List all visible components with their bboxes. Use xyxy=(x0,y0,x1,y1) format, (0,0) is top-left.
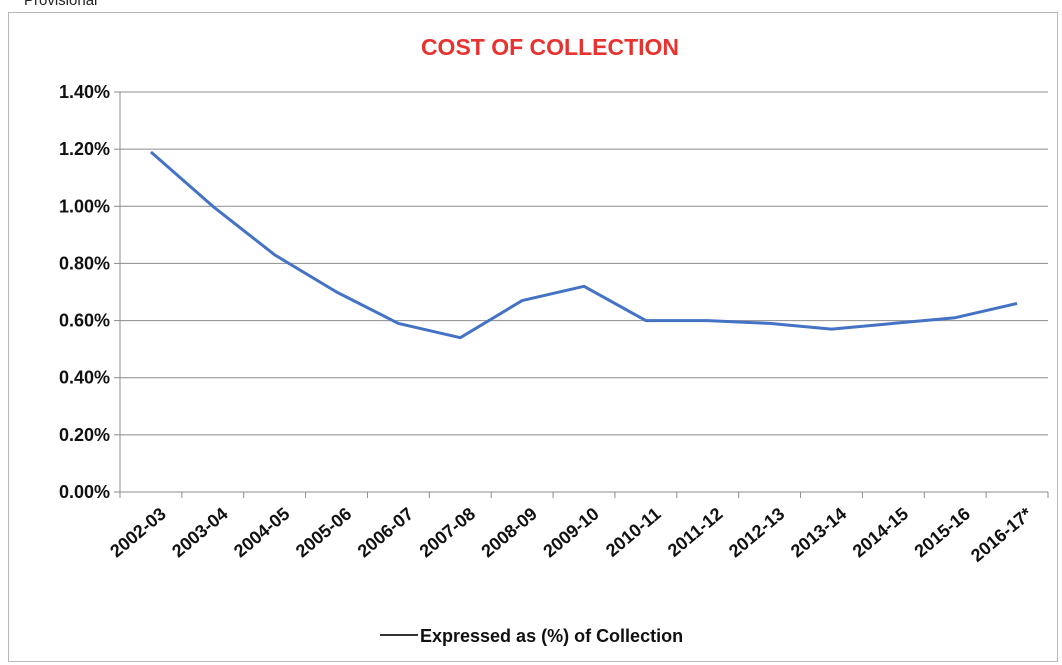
x-tick-label: 2006-07 xyxy=(354,504,417,562)
gridlines xyxy=(114,91,1048,493)
chart-title: COST OF COLLECTION xyxy=(421,34,679,60)
x-tick-label: 2010-11 xyxy=(602,504,665,561)
y-tick-label: 0.20% xyxy=(59,425,110,445)
legend-label: Expressed as (%) of Collection xyxy=(420,626,683,646)
y-tick-label: 1.00% xyxy=(59,196,110,216)
x-tick-label: 2002-03 xyxy=(106,504,169,562)
series-lines xyxy=(149,150,1018,340)
y-tick-label: 0.00% xyxy=(59,482,110,502)
series-line xyxy=(149,150,1018,340)
x-tick-label: 2003-04 xyxy=(168,504,231,562)
x-tick-label: 2015-16 xyxy=(911,504,974,562)
x-tick-label: 2009-10 xyxy=(539,504,602,562)
y-tick-label: 1.20% xyxy=(59,139,110,159)
axes xyxy=(119,92,1049,498)
y-tick-labels: 0.00% 0.20% 0.40% 0.60% 0.80% 1.00% 1.20% 1.40% xyxy=(59,82,110,502)
x-tick-label: 2013-14 xyxy=(787,504,850,562)
legend: Expressed as (%) of Collection xyxy=(380,626,683,646)
x-tick-label: 2004-05 xyxy=(230,504,293,562)
x-tick-label: 2012-13 xyxy=(725,504,788,562)
provisional-note: Provisional xyxy=(24,0,98,9)
y-tick-label: 1.40% xyxy=(59,82,110,102)
x-tick-label: 2011-12 xyxy=(664,504,727,561)
x-tick-label: 2014-15 xyxy=(849,504,912,562)
x-tick-label: 2008-09 xyxy=(477,504,540,562)
x-tick-label: 2016-17* xyxy=(967,504,1036,566)
x-tick-labels: 2002-032003-042004-052005-062006-072007-… xyxy=(106,504,1036,566)
chart-frame xyxy=(8,12,1058,662)
x-tick-label: 2007-08 xyxy=(416,504,479,562)
y-tick-label: 0.40% xyxy=(59,368,110,388)
x-tick-label: 2005-06 xyxy=(292,504,355,562)
y-tick-label: 0.80% xyxy=(59,253,110,273)
y-tick-label: 0.60% xyxy=(59,311,110,331)
